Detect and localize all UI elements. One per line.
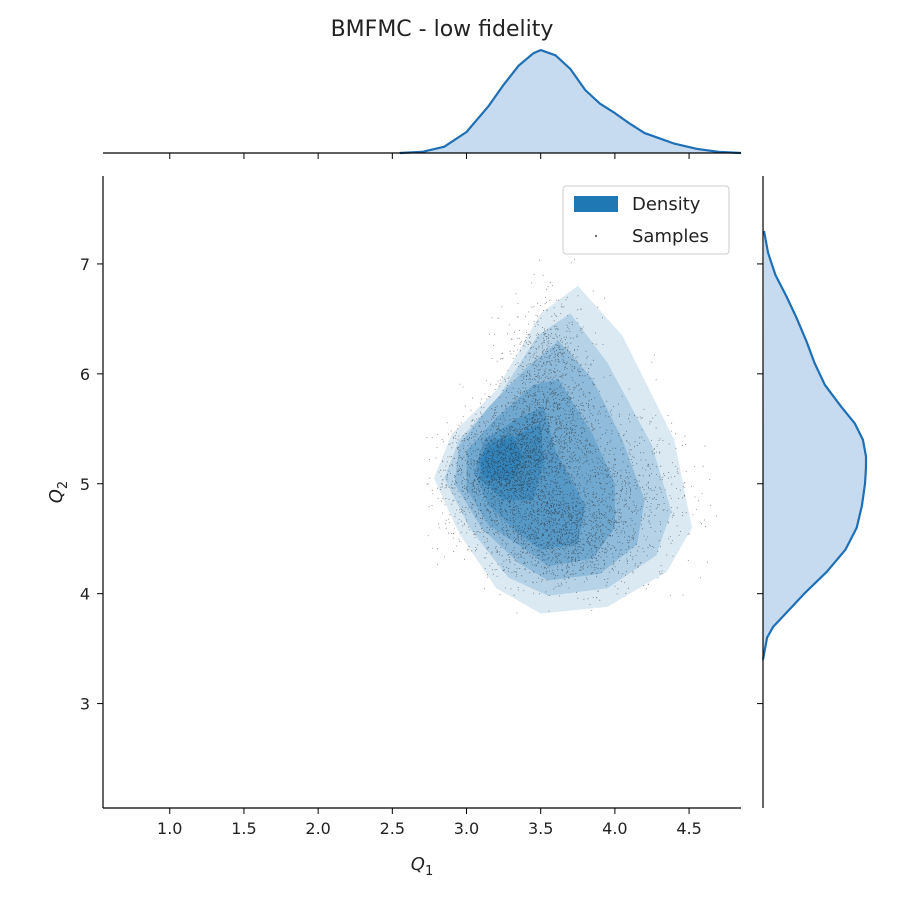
y-axis-title-main: Q [46,489,67,503]
x-tick-label: 4.5 [676,819,701,838]
y-tick-label: 5 [80,475,90,494]
y-axis-title: Q2 [46,481,71,503]
top-marginal-kde [103,49,742,159]
right-marginal-line [761,230,868,660]
legend-density-label: Density [632,194,701,215]
y-axis-title-subscript: 2 [56,481,71,489]
x-axis-title-subscript: 1 [425,864,433,879]
legend-samples-label: Samples [632,226,709,247]
y-ticks: 3 4 5 6 7 [80,255,103,714]
x-axis-title-main: Q [411,854,425,875]
density-level-2 [444,313,672,596]
legend-density-swatch [574,196,618,212]
right-marginal-fill [763,231,866,660]
y-tick-label: 3 [80,695,90,714]
chart-title: BMFMC - low fidelity [331,17,554,42]
top-marginal-fill [399,50,741,153]
y-tick-label: 4 [80,585,90,604]
right-marginal-kde [757,176,868,808]
samples-scatter [426,258,717,614]
sample-points [426,258,717,614]
x-tick-label: 4.0 [602,819,627,838]
x-tick-label: 3.0 [454,819,479,838]
x-tick-label: 1.5 [231,819,256,838]
x-axis-title: Q1 [411,854,433,879]
y-tick-label: 6 [80,365,90,384]
x-tick-label: 2.0 [305,819,330,838]
main-plot-area: 1.0 1.5 2.0 2.5 3.0 3.5 4.0 4.5 3 4 5 6 7 [80,176,741,838]
top-marginal-line [399,49,742,155]
y-tick-label: 7 [80,255,90,274]
x-tick-label: 1.0 [157,819,182,838]
legend-samples-marker [594,234,598,238]
x-tick-label: 2.5 [380,819,405,838]
x-tick-label: 3.5 [528,819,553,838]
main-axes [102,176,741,809]
legend-samples-dot [594,234,598,238]
legend: Density Samples [562,185,730,255]
x-ticks: 1.0 1.5 2.0 2.5 3.0 3.5 4.0 4.5 [157,808,702,838]
